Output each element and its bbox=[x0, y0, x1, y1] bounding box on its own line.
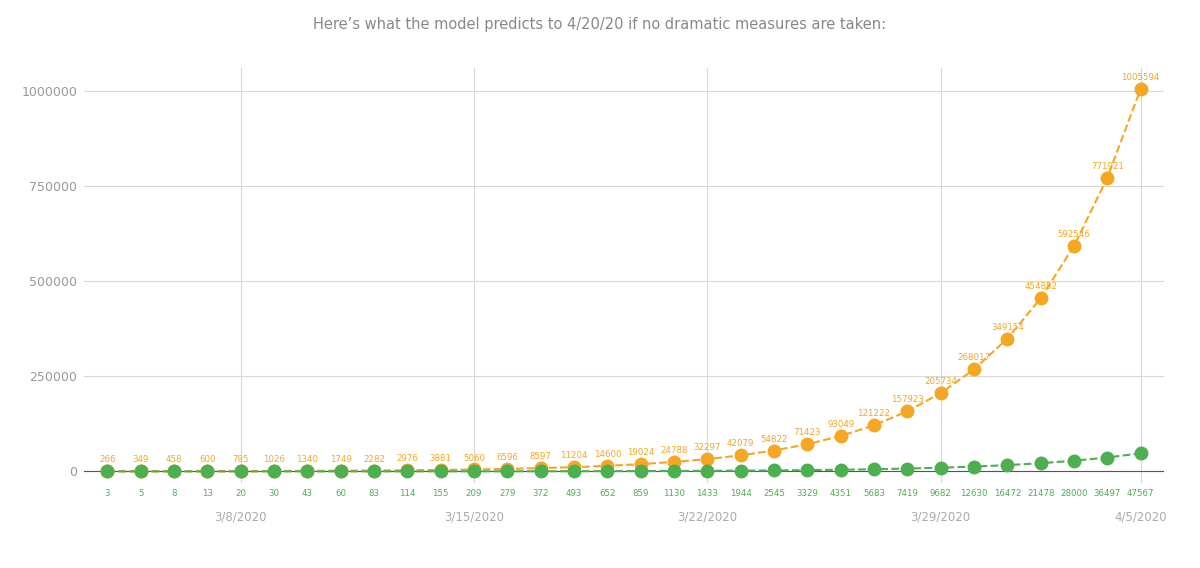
Text: 454852: 454852 bbox=[1024, 282, 1057, 291]
Text: 279: 279 bbox=[499, 490, 516, 499]
Text: 21478: 21478 bbox=[1027, 490, 1055, 499]
Text: 12630: 12630 bbox=[960, 490, 988, 499]
Text: 372: 372 bbox=[533, 490, 548, 499]
Text: 268017: 268017 bbox=[958, 353, 990, 362]
Text: 3/15/2020: 3/15/2020 bbox=[444, 510, 504, 523]
Text: 8597: 8597 bbox=[529, 452, 552, 461]
Text: 5: 5 bbox=[138, 490, 144, 499]
Text: 493: 493 bbox=[566, 490, 582, 499]
Text: 71423: 71423 bbox=[793, 428, 821, 437]
Text: 785: 785 bbox=[233, 455, 248, 464]
Text: 16472: 16472 bbox=[994, 490, 1021, 499]
Text: 11204: 11204 bbox=[560, 451, 588, 460]
Text: 121222: 121222 bbox=[858, 410, 890, 418]
Text: 6596: 6596 bbox=[497, 453, 518, 462]
Text: 4351: 4351 bbox=[829, 490, 852, 499]
Text: 652: 652 bbox=[599, 490, 616, 499]
Text: 13: 13 bbox=[202, 490, 212, 499]
Text: 43: 43 bbox=[302, 490, 313, 499]
Text: 458: 458 bbox=[166, 456, 182, 464]
Text: 42079: 42079 bbox=[727, 440, 755, 449]
Text: 3329: 3329 bbox=[797, 490, 818, 499]
Text: 8: 8 bbox=[172, 490, 176, 499]
Text: 771921: 771921 bbox=[1091, 162, 1123, 171]
Text: 24788: 24788 bbox=[660, 446, 688, 455]
Text: 28000: 28000 bbox=[1061, 490, 1087, 499]
Text: 349154: 349154 bbox=[991, 323, 1024, 332]
Text: 83: 83 bbox=[368, 490, 379, 499]
Text: 4/5/2020: 4/5/2020 bbox=[1115, 510, 1166, 523]
Text: 54822: 54822 bbox=[761, 435, 787, 444]
Text: 349: 349 bbox=[132, 456, 149, 464]
Text: 36497: 36497 bbox=[1093, 490, 1121, 499]
Text: 157923: 157923 bbox=[890, 395, 924, 404]
Text: 1433: 1433 bbox=[696, 490, 719, 499]
Text: 30: 30 bbox=[269, 490, 280, 499]
Text: 1026: 1026 bbox=[263, 455, 286, 464]
Text: 1749: 1749 bbox=[330, 455, 352, 464]
Text: 3: 3 bbox=[104, 490, 110, 499]
Text: 32297: 32297 bbox=[694, 443, 721, 452]
Text: 209: 209 bbox=[466, 490, 482, 499]
Text: 1944: 1944 bbox=[730, 490, 751, 499]
Text: 9682: 9682 bbox=[930, 490, 952, 499]
Text: 600: 600 bbox=[199, 455, 216, 464]
Text: 20: 20 bbox=[235, 490, 246, 499]
Text: 47567: 47567 bbox=[1127, 490, 1154, 499]
Text: 3/29/2020: 3/29/2020 bbox=[911, 510, 971, 523]
Text: 266: 266 bbox=[100, 456, 115, 465]
Text: 205734: 205734 bbox=[924, 377, 958, 386]
Text: 3/8/2020: 3/8/2020 bbox=[215, 510, 266, 523]
Text: 859: 859 bbox=[632, 490, 649, 499]
Text: 93049: 93049 bbox=[827, 420, 854, 429]
Text: 2545: 2545 bbox=[763, 490, 785, 499]
Text: 7419: 7419 bbox=[896, 490, 918, 499]
Text: 5683: 5683 bbox=[863, 490, 886, 499]
Text: 5060: 5060 bbox=[463, 453, 485, 462]
Text: 3/22/2020: 3/22/2020 bbox=[677, 510, 737, 523]
Text: 114: 114 bbox=[400, 490, 415, 499]
Text: 2282: 2282 bbox=[364, 454, 385, 463]
Text: 155: 155 bbox=[432, 490, 449, 499]
Text: 3881: 3881 bbox=[430, 454, 451, 463]
Text: 592546: 592546 bbox=[1057, 230, 1091, 239]
Text: Here’s what the model predicts to 4/20/20 if no dramatic measures are taken:: Here’s what the model predicts to 4/20/2… bbox=[313, 17, 887, 32]
Text: 60: 60 bbox=[335, 490, 346, 499]
Text: 14600: 14600 bbox=[594, 450, 622, 459]
Text: 1005594: 1005594 bbox=[1122, 73, 1160, 82]
Text: 1130: 1130 bbox=[664, 490, 685, 499]
Text: 19024: 19024 bbox=[626, 448, 654, 457]
Text: 1340: 1340 bbox=[296, 455, 318, 464]
Text: 2976: 2976 bbox=[396, 454, 419, 463]
